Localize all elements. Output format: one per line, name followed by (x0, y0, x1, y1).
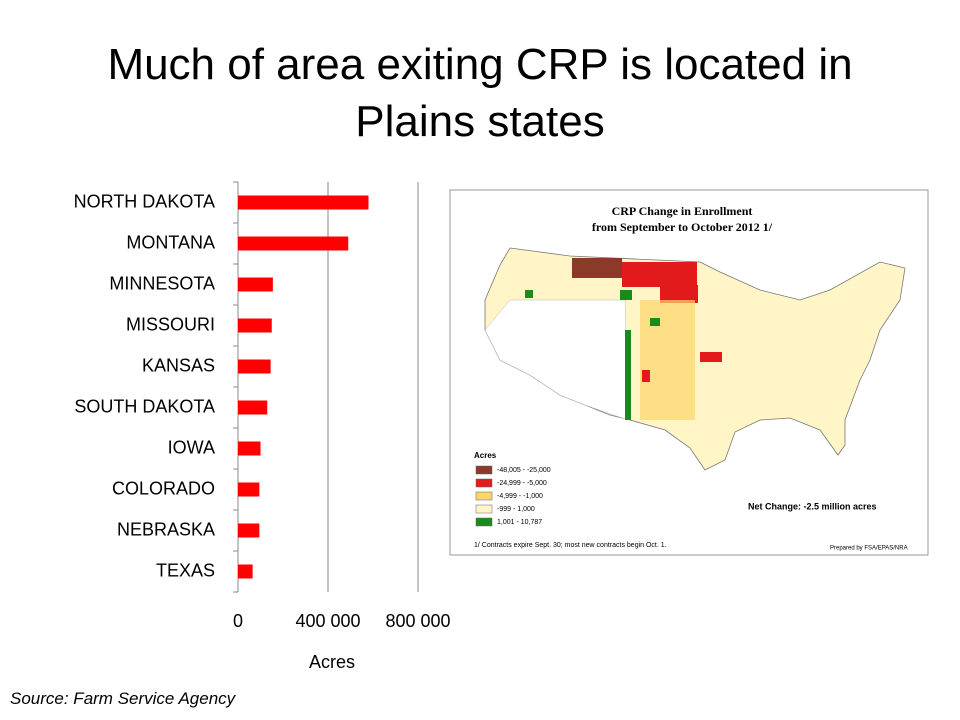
bar (238, 400, 268, 415)
legend-swatch (475, 465, 493, 475)
bar (238, 236, 349, 251)
map-region (642, 370, 650, 382)
legend-label: -48,005 - -25,000 (497, 467, 551, 474)
legend-swatch (475, 491, 493, 501)
y-tick-label: MISSOURI (126, 314, 215, 334)
legend-swatch (475, 504, 493, 514)
map-region (640, 300, 695, 420)
map-title: from September to October 2012 1/ (592, 220, 773, 234)
y-tick-label: NEBRASKA (117, 519, 215, 539)
map-region (660, 285, 698, 303)
legend-label: -999 - 1,000 (497, 506, 535, 513)
bar (238, 359, 271, 374)
legend-label: 1,001 - 10,787 (497, 519, 542, 526)
map-credit: Prepared by FSA/EPAS/NRA (830, 546, 908, 552)
bar (238, 441, 261, 456)
bar (238, 277, 273, 292)
bar (238, 564, 253, 579)
map-region (700, 352, 722, 362)
map-region (572, 258, 622, 278)
source-note: Source: Farm Service Agency (10, 689, 236, 708)
map-region (620, 290, 632, 300)
slide-title: Much of area exiting CRP is located in P… (107, 40, 853, 146)
y-tick-label: MINNESOTA (109, 273, 215, 293)
y-tick-label: KANSAS (142, 355, 215, 375)
map-region (625, 330, 631, 420)
legend-swatch (475, 517, 493, 527)
bar (238, 482, 260, 497)
bar (238, 523, 260, 538)
map-title: CRP Change in Enrollment (612, 204, 753, 218)
x-tick-label: 400 000 (295, 611, 360, 631)
y-tick-label: IOWA (168, 437, 215, 457)
map-region (622, 262, 697, 287)
legend-label: -24,999 - -5,000 (497, 480, 547, 487)
map: CRP Change in Enrollment from September … (449, 189, 929, 556)
map-region (525, 290, 533, 298)
legend-title: Acres (474, 451, 497, 460)
legend-swatch (475, 478, 493, 488)
net-change: Net Change: -2.5 million acres (748, 501, 877, 511)
map-footnote: 1/ Contracts expire Sept. 30; most new c… (474, 542, 667, 549)
bar (238, 318, 272, 333)
x-tick-label: 0 (233, 611, 243, 631)
y-tick-label: TEXAS (156, 560, 215, 580)
map-region (650, 318, 660, 326)
y-tick-label: NORTH DAKOTA (74, 191, 215, 211)
legend-label: -4,999 - -1,000 (497, 493, 543, 500)
x-tick-label: 800 000 (385, 611, 450, 631)
y-tick-label: COLORADO (112, 478, 215, 498)
y-tick-label: MONTANA (126, 232, 215, 252)
bar (238, 195, 369, 210)
x-axis-label: Acres (309, 652, 355, 672)
y-tick-label: SOUTH DAKOTA (74, 396, 215, 416)
